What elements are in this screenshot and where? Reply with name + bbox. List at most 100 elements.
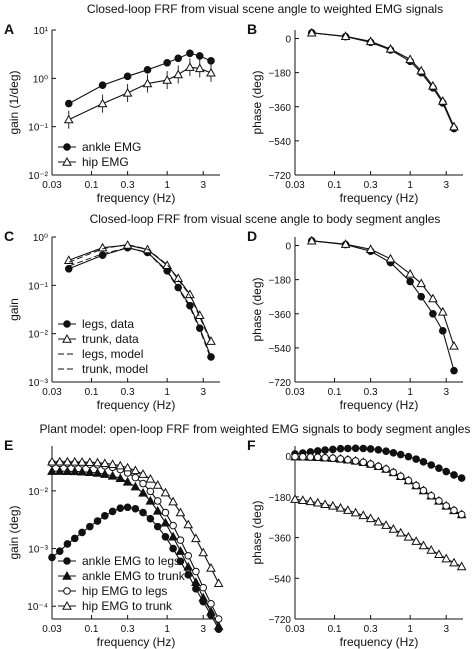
data-point — [437, 96, 448, 105]
data-point — [122, 462, 133, 472]
data-point — [138, 469, 148, 478]
data-point — [350, 507, 361, 517]
data-point — [173, 273, 184, 282]
series-ankle-emg-to-trunk — [290, 451, 467, 519]
data-point — [449, 557, 459, 567]
data-point — [214, 615, 223, 623]
data-point — [174, 54, 182, 63]
x-tick-label: 0.03 — [42, 387, 62, 398]
y-tick-label: 10⁻² — [28, 330, 48, 341]
y-axis-label: gain (1/deg) — [7, 70, 21, 134]
data-point — [437, 306, 448, 316]
data-point — [107, 459, 118, 468]
row-title-1: Closed-loop FRF from visual scene angle … — [87, 2, 443, 16]
data-point — [358, 510, 369, 520]
data-point — [417, 292, 425, 301]
y-tick-label: 10⁻² — [28, 171, 48, 182]
series-hip-emg-to-trunk — [290, 494, 467, 571]
data-point — [98, 81, 107, 90]
series-hip-emg-to-legs — [291, 452, 466, 519]
y-axis-label: phase (deg) — [250, 500, 264, 564]
data-point — [359, 444, 368, 453]
x-tick-label: 0.3 — [364, 180, 378, 191]
data-point — [194, 310, 205, 319]
data-point — [419, 458, 428, 466]
x-tick-label: 0.3 — [121, 180, 135, 191]
data-point — [306, 453, 315, 461]
y-tick-label: 10⁰ — [33, 233, 48, 244]
y-tick-label: 10⁰ — [33, 74, 48, 85]
x-tick-label: 0.03 — [42, 624, 62, 635]
legend-marker — [62, 333, 72, 343]
legend-marker — [63, 320, 71, 328]
row-title-2: Closed-loop FRF from visual scene angle … — [90, 212, 441, 226]
y-tick-label: 10¹ — [34, 26, 49, 37]
legend-label: trunk, model — [82, 362, 148, 376]
data-point — [340, 239, 351, 248]
y-tick-label: 10⁻¹ — [28, 123, 48, 134]
data-point — [183, 519, 194, 529]
legend-marker — [62, 570, 72, 580]
data-point — [344, 444, 352, 453]
legend-marker — [63, 143, 71, 151]
data-point — [131, 473, 140, 482]
y-tick-label: 10⁻⁴ — [27, 602, 48, 613]
data-point — [457, 510, 466, 519]
y-tick-label: −540 — [268, 344, 291, 355]
data-point — [207, 600, 215, 608]
data-point — [93, 517, 102, 525]
data-point — [175, 507, 186, 517]
data-point — [411, 536, 421, 545]
data-point — [405, 54, 415, 64]
data-point — [450, 471, 458, 479]
x-tick-label: 0.03 — [285, 624, 305, 635]
data-point — [97, 242, 108, 252]
data-point — [442, 467, 451, 476]
data-point — [428, 293, 438, 303]
x-axis-label: frequency (Hz) — [97, 398, 176, 412]
data-point — [191, 533, 201, 543]
data-point — [168, 531, 178, 541]
data-point — [374, 446, 383, 454]
data-point — [404, 476, 413, 485]
data-point — [389, 468, 398, 477]
data-point — [412, 481, 420, 490]
x-axis-label: frequency (Hz) — [340, 191, 419, 205]
y-axis-label: gain — [7, 298, 21, 321]
data-point — [320, 499, 330, 509]
data-point — [174, 283, 182, 292]
x-tick-label: 1 — [407, 387, 413, 398]
data-point — [63, 540, 72, 548]
data-point — [335, 502, 346, 512]
data-point — [186, 49, 194, 58]
row-title-3: Plant model: open-loop FRF from weighted… — [40, 422, 471, 436]
data-point — [351, 457, 360, 465]
data-point — [138, 487, 148, 497]
data-point — [305, 496, 316, 506]
data-point — [97, 98, 108, 108]
data-point — [162, 75, 172, 84]
data-point — [416, 278, 427, 288]
data-point — [199, 583, 208, 592]
y-tick-label: −720 — [268, 378, 291, 389]
y-tick-label: −180 — [268, 493, 291, 504]
data-point — [207, 57, 215, 65]
data-point — [336, 455, 345, 463]
y-tick-label: 0 — [285, 242, 291, 253]
data-point — [192, 567, 200, 576]
data-point — [416, 65, 427, 75]
data-point — [185, 62, 195, 71]
data-point — [359, 458, 368, 467]
data-point — [160, 517, 171, 527]
data-point — [108, 507, 117, 516]
data-point — [100, 458, 110, 468]
data-point — [198, 592, 209, 602]
data-point — [169, 544, 177, 553]
data-point — [419, 486, 428, 495]
data-point — [321, 446, 329, 454]
data-point — [183, 561, 194, 571]
y-tick-label: −720 — [268, 171, 291, 182]
data-point — [366, 460, 375, 468]
series-line — [311, 240, 455, 347]
data-point — [450, 506, 458, 515]
